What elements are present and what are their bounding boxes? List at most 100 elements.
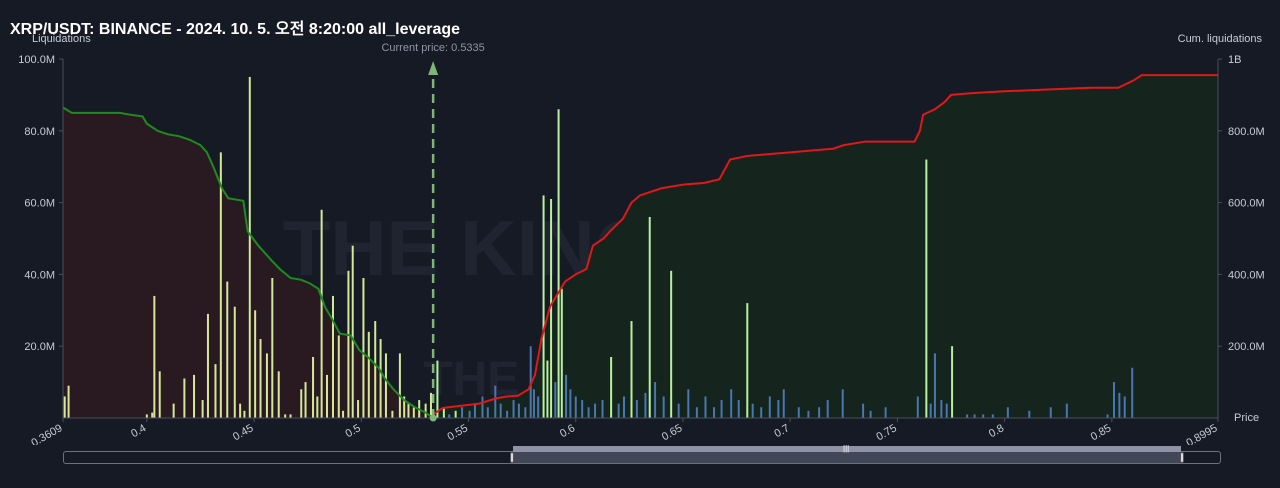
x-tick-label: 0.85	[1089, 422, 1114, 443]
long-bar	[289, 414, 292, 418]
short-bar	[601, 400, 604, 418]
short-bar	[826, 400, 829, 418]
short-bar	[506, 410, 509, 418]
x-tick-label: 0.65	[660, 422, 685, 443]
short-bar	[973, 414, 976, 418]
right-tick-label: 1B	[1228, 54, 1241, 66]
short-bar	[594, 403, 597, 418]
range-scrollbar[interactable]: |||	[63, 445, 1221, 464]
short-bar	[512, 400, 515, 418]
short-bar	[687, 389, 690, 418]
short-bar	[751, 403, 754, 418]
short-bar	[951, 346, 954, 418]
short-bar	[1131, 367, 1134, 418]
x-tick-label: 0.8	[987, 422, 1006, 440]
long-bar	[300, 389, 303, 418]
short-bar	[494, 385, 497, 418]
long-cum-line	[62, 106, 434, 419]
long-bar	[304, 382, 307, 418]
long-bar	[153, 295, 156, 418]
liquidation-chart: THE KINGFISHER THE KINGFISHER 20.0M40.0M…	[18, 42, 1265, 445]
long-bar	[145, 414, 148, 418]
long-bar	[357, 400, 360, 418]
short-bar	[542, 195, 545, 418]
long-bar	[331, 295, 334, 418]
short-cum-area	[433, 75, 1218, 418]
current-price-dot	[429, 414, 437, 422]
short-bar	[581, 400, 584, 418]
long-bar	[265, 353, 268, 418]
short-bar	[574, 396, 577, 418]
short-bar	[925, 159, 928, 418]
long-bar	[271, 277, 274, 418]
range-window[interactable]: |||	[510, 444, 1184, 463]
short-bar	[933, 353, 936, 418]
right-axis-label: Cum. liquidations	[1177, 33, 1262, 45]
long-bar	[254, 310, 257, 418]
short-bar	[746, 303, 749, 418]
long-bar	[201, 400, 204, 418]
short-bar	[617, 403, 620, 418]
range-right-handle[interactable]	[1180, 452, 1184, 463]
long-bar	[259, 339, 262, 418]
long-bar	[239, 403, 242, 418]
short-bar	[670, 270, 673, 418]
short-bar	[807, 410, 810, 418]
long-bar	[312, 356, 315, 418]
long-bar	[325, 374, 328, 418]
long-bar	[407, 403, 410, 418]
long-bar	[347, 270, 350, 418]
range-grip[interactable]: |||	[843, 444, 850, 453]
short-bar	[966, 414, 969, 418]
short-bar	[720, 400, 723, 418]
short-bar	[1028, 410, 1031, 418]
right-tick-label: 600.0M	[1228, 198, 1265, 210]
short-bar	[461, 407, 464, 418]
long-bar	[320, 209, 323, 418]
chart-title: XRP/USDT: BINANCE - 2024. 10. 5. 오전 8:20…	[10, 21, 461, 38]
short-bar	[532, 389, 535, 418]
short-bar	[537, 396, 540, 418]
x-tick-label: 0.5	[344, 422, 363, 440]
short-bar	[644, 392, 647, 418]
short-bar	[610, 356, 613, 418]
long-bar	[398, 353, 401, 418]
short-bar	[557, 109, 560, 418]
long-bar	[342, 410, 345, 418]
long-bar	[233, 306, 236, 418]
x-tick-label: 0.8995	[1184, 422, 1219, 445]
long-bar	[384, 353, 387, 418]
short-bar	[473, 403, 476, 418]
short-bar	[1006, 407, 1009, 418]
long-bar	[67, 385, 70, 418]
short-bar	[797, 407, 800, 418]
short-bar	[884, 407, 887, 418]
long-bar	[403, 396, 406, 418]
long-bar	[206, 313, 209, 418]
short-bar	[677, 403, 680, 418]
short-bar	[991, 414, 994, 418]
long-bar	[214, 364, 217, 418]
range-left-handle[interactable]	[510, 452, 514, 463]
current-price-label: Current price: 0.5335	[381, 42, 484, 54]
short-bar	[499, 403, 502, 418]
short-bar	[1049, 407, 1052, 418]
left-tick-label: 60.0M	[24, 198, 55, 210]
short-bar	[916, 396, 919, 418]
short-bar	[730, 389, 733, 418]
long-bar	[351, 245, 354, 418]
long-bar	[284, 414, 287, 418]
short-bar	[841, 389, 844, 418]
right-tick-label: 200.0M	[1228, 341, 1265, 353]
long-bar	[183, 378, 186, 418]
short-bar	[569, 389, 572, 418]
long-bar	[412, 407, 415, 418]
current-price-arrow	[428, 61, 439, 75]
short-bar	[468, 410, 471, 418]
short-bar	[442, 407, 445, 418]
short-bar	[945, 403, 948, 418]
short-bar	[524, 407, 527, 418]
short-bar	[1112, 382, 1115, 418]
long-bar	[391, 410, 394, 418]
short-bar	[654, 382, 657, 418]
